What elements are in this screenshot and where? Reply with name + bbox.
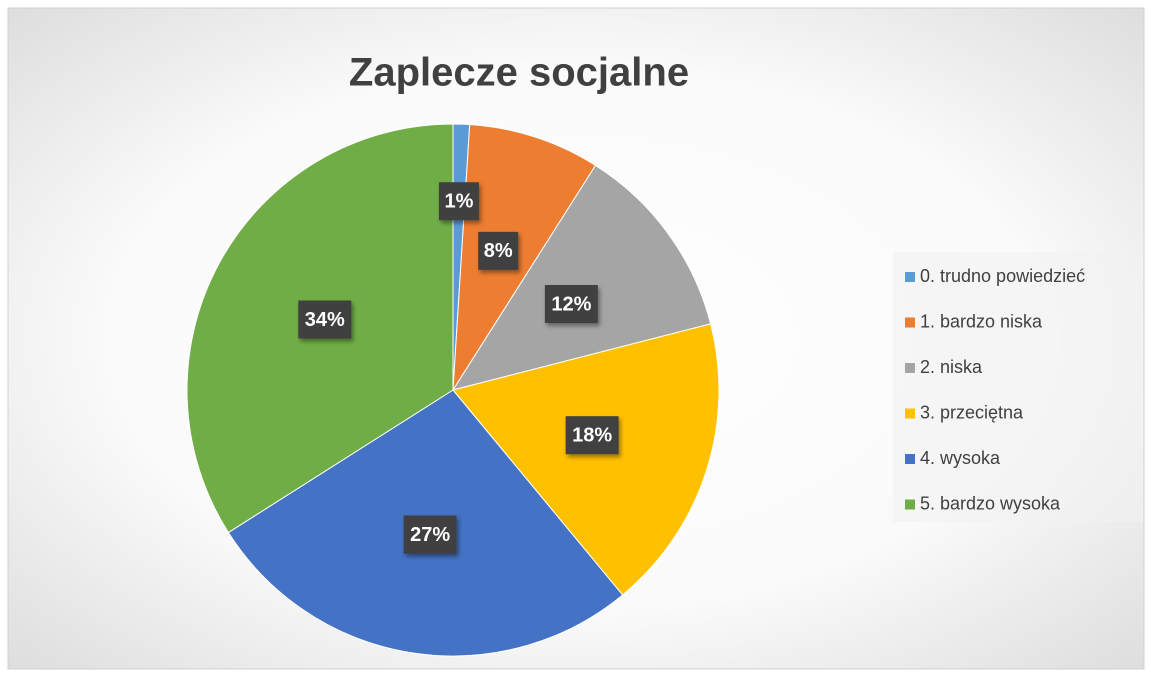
legend-swatch <box>905 499 915 510</box>
pie-slice <box>452 323 720 596</box>
data-label-box <box>544 285 598 324</box>
data-label-box <box>478 231 519 270</box>
legend-swatch <box>905 408 915 419</box>
data-label-box <box>565 416 619 455</box>
data-label: 12% <box>551 293 591 315</box>
data-label: 18% <box>572 424 612 446</box>
legend-swatch <box>905 272 915 282</box>
legend-swatch <box>905 363 915 373</box>
legend-label: 5. bardzo wysoka <box>920 493 1061 513</box>
data-label: 8% <box>484 240 513 262</box>
legend-background <box>893 252 1143 522</box>
legend-label: 3. przeciętna <box>920 402 1024 422</box>
legend-label: 0. trudno powiedzieć <box>920 266 1085 286</box>
legend-label: 2. niska <box>920 357 983 377</box>
legend-swatch <box>905 317 915 328</box>
data-label-box <box>403 515 457 554</box>
legend-swatch <box>905 454 915 464</box>
data-label: 34% <box>305 309 345 331</box>
legend-label: 4. wysoka <box>920 448 1001 468</box>
chart-title: Zaplecze socjalne <box>349 51 689 95</box>
data-label-box <box>298 300 352 339</box>
pie-slice <box>451 164 712 391</box>
pie-slice <box>452 123 597 391</box>
data-label-box <box>438 182 479 221</box>
data-label: 27% <box>410 524 450 546</box>
data-label: 1% <box>444 191 473 213</box>
legend-label: 1. bardzo niska <box>920 311 1043 331</box>
